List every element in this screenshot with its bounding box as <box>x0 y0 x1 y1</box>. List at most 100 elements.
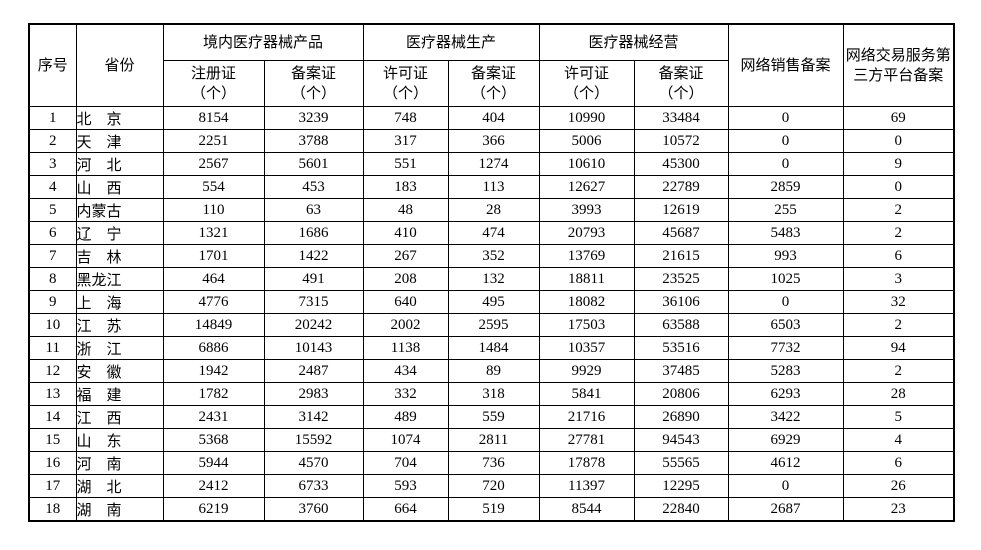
value-cell: 5944 <box>162 451 265 475</box>
province-name: 北 京 <box>75 106 164 130</box>
value-cell: 94 <box>842 336 955 360</box>
value-cell: 2251 <box>162 129 265 153</box>
value-cell: 0 <box>727 129 844 153</box>
value-cell: 317 <box>362 129 449 153</box>
value-cell: 519 <box>447 497 540 522</box>
value-cell: 0 <box>842 129 955 153</box>
row-serial-number: 9 <box>28 290 77 314</box>
value-cell: 593 <box>362 474 449 498</box>
value-cell: 366 <box>447 129 540 153</box>
value-cell: 489 <box>362 405 449 429</box>
table-header: 序号 省份 境内医疗器械产品 医疗器械生产 医疗器械经营 网络销售备案 网络交易… <box>28 23 955 107</box>
value-cell: 10572 <box>633 129 729 153</box>
value-cell: 1422 <box>263 244 364 268</box>
value-cell: 0 <box>727 474 844 498</box>
value-cell: 2595 <box>447 313 540 337</box>
value-cell: 6929 <box>727 428 844 452</box>
value-cell: 3 <box>842 267 955 291</box>
value-cell: 4612 <box>727 451 844 475</box>
value-cell: 3239 <box>263 106 364 130</box>
value-cell: 33484 <box>633 106 729 130</box>
value-cell: 704 <box>362 451 449 475</box>
value-cell: 640 <box>362 290 449 314</box>
value-cell: 10610 <box>538 152 635 176</box>
value-cell: 736 <box>447 451 540 475</box>
value-cell: 318 <box>447 382 540 406</box>
value-cell: 27781 <box>538 428 635 452</box>
value-cell: 8544 <box>538 497 635 522</box>
row-serial-number: 5 <box>28 198 77 222</box>
value-cell: 1942 <box>162 359 265 383</box>
header-license-operation: 许可证 （个） <box>538 60 635 107</box>
value-cell: 23525 <box>633 267 729 291</box>
value-cell: 23 <box>842 497 955 522</box>
value-cell: 6219 <box>162 497 265 522</box>
row-serial-number: 1 <box>28 106 77 130</box>
value-cell: 3993 <box>538 198 635 222</box>
value-cell: 9929 <box>538 359 635 383</box>
value-cell: 1025 <box>727 267 844 291</box>
table-row: 14 江 西 2431 3142 489 559 21716 26890 3422 5 <box>28 405 955 429</box>
value-cell: 453 <box>263 175 364 199</box>
value-cell: 37485 <box>633 359 729 383</box>
row-serial-number: 18 <box>28 497 77 522</box>
value-cell: 5006 <box>538 129 635 153</box>
header-group-production: 医疗器械生产 <box>362 23 540 61</box>
value-cell: 63 <box>263 198 364 222</box>
value-cell: 12295 <box>633 474 729 498</box>
table-row: 13 福 建 1782 2983 332 318 5841 20806 6293 28 <box>28 382 955 406</box>
value-cell: 20806 <box>633 382 729 406</box>
value-cell: 110 <box>162 198 265 222</box>
row-serial-number: 7 <box>28 244 77 268</box>
province-name: 山 西 <box>75 175 164 199</box>
value-cell: 183 <box>362 175 449 199</box>
value-cell: 332 <box>362 382 449 406</box>
header-no: 序号 <box>28 23 77 107</box>
value-cell: 993 <box>727 244 844 268</box>
value-cell: 3142 <box>263 405 364 429</box>
header-record-cert-operation: 备案证 （个） <box>633 60 729 107</box>
value-cell: 22840 <box>633 497 729 522</box>
value-cell: 28 <box>842 382 955 406</box>
value-cell: 551 <box>362 152 449 176</box>
header-group-operation: 医疗器械经营 <box>538 23 729 61</box>
value-cell: 69 <box>842 106 955 130</box>
value-cell: 2983 <box>263 382 364 406</box>
value-cell: 10143 <box>263 336 364 360</box>
province-name: 吉 林 <box>75 244 164 268</box>
value-cell: 3422 <box>727 405 844 429</box>
province-medical-device-table: 序号 省份 境内医疗器械产品 医疗器械生产 医疗器械经营 网络销售备案 网络交易… <box>28 23 955 522</box>
value-cell: 55565 <box>633 451 729 475</box>
row-serial-number: 16 <box>28 451 77 475</box>
province-name: 安 徽 <box>75 359 164 383</box>
province-name: 湖 北 <box>75 474 164 498</box>
row-serial-number: 12 <box>28 359 77 383</box>
value-cell: 11397 <box>538 474 635 498</box>
value-cell: 36106 <box>633 290 729 314</box>
value-cell: 1701 <box>162 244 265 268</box>
value-cell: 2 <box>842 198 955 222</box>
table-row: 17 湖 北 2412 6733 593 720 11397 12295 0 26 <box>28 474 955 498</box>
value-cell: 491 <box>263 267 364 291</box>
header-license-production: 许可证 （个） <box>362 60 449 107</box>
row-serial-number: 17 <box>28 474 77 498</box>
value-cell: 267 <box>362 244 449 268</box>
province-name: 黑龙江 <box>75 267 164 291</box>
row-serial-number: 2 <box>28 129 77 153</box>
row-serial-number: 3 <box>28 152 77 176</box>
value-cell: 664 <box>362 497 449 522</box>
value-cell: 32 <box>842 290 955 314</box>
value-cell: 4776 <box>162 290 265 314</box>
table-row: 16 河 南 5944 4570 704 736 17878 55565 4612 6 <box>28 451 955 475</box>
value-cell: 45300 <box>633 152 729 176</box>
value-cell: 6 <box>842 451 955 475</box>
value-cell: 4 <box>842 428 955 452</box>
value-cell: 0 <box>727 290 844 314</box>
table-row: 18 湖 南 6219 3760 664 519 8544 22840 2687 23 <box>28 497 955 522</box>
row-serial-number: 14 <box>28 405 77 429</box>
